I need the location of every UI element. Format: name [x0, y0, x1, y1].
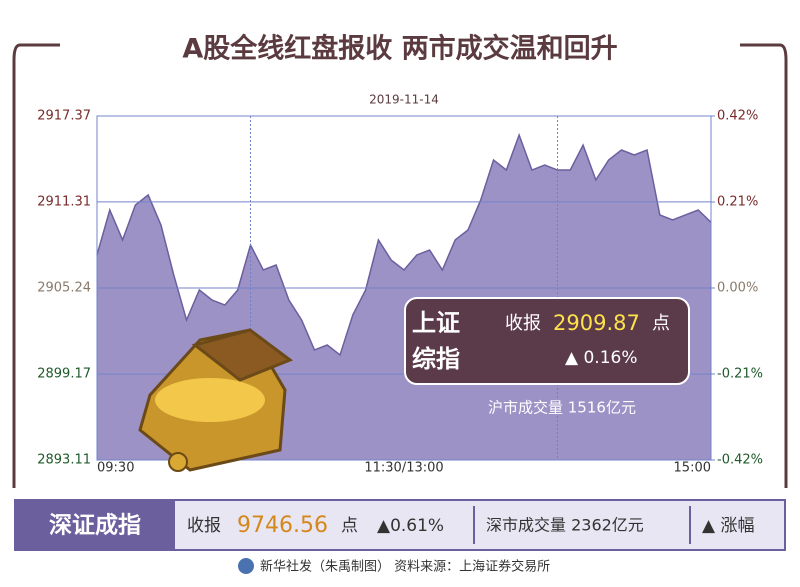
- info-box: 上证 综指 收报 2909.87 点 ▲ 0.16% 沪市成交量 1516亿元: [404, 297, 690, 417]
- footer: 新华社发（朱禹制图） 资料来源：上海证券交易所: [260, 559, 550, 575]
- close-label: 收报: [187, 516, 221, 536]
- index-name: 综指: [412, 345, 460, 373]
- close-value: 2909.87: [553, 311, 640, 335]
- plot-border: [96, 115, 712, 461]
- x-tick-label: 11:30/13:00: [364, 461, 443, 476]
- volume: 深市成交量 2362亿元: [486, 516, 644, 535]
- y2-tick-label: -0.21%: [717, 367, 763, 382]
- close-value: 9746.56: [237, 513, 328, 538]
- chart-title: A股全线红盘报收 两市成交温和回升: [182, 33, 617, 65]
- index-name: 深证成指: [49, 513, 141, 539]
- change: ▲0.61%: [377, 516, 444, 536]
- legend: ▲ 涨幅: [702, 516, 754, 536]
- chart-date: 2019-11-14: [369, 93, 439, 107]
- close-label: 收报: [505, 313, 541, 334]
- y-tick-label: 2899.17: [37, 367, 91, 382]
- volume: 沪市成交量 1516亿元: [488, 399, 636, 417]
- bottom-bar: 深证成指 收报 9746.56 点 ▲0.61% 深市成交量 2362亿元 ▲ …: [14, 499, 786, 551]
- y2-tick-label: 0.21%: [717, 195, 758, 210]
- y-tick-label: 2917.37: [37, 109, 91, 124]
- y2-tick-label: -0.42%: [717, 453, 763, 468]
- x-tick-label: 09:30: [97, 461, 134, 476]
- y-tick-label: 2911.31: [37, 194, 91, 209]
- y-tick-label: 2893.11: [37, 453, 91, 468]
- change: ▲ 0.16%: [565, 348, 637, 368]
- y2-tick-label: 0.42%: [717, 109, 758, 124]
- x-tick-label: 15:00: [674, 461, 711, 476]
- y-tick-label: 2905.24: [37, 281, 91, 296]
- logo: [238, 558, 254, 574]
- frame: [12, 43, 788, 488]
- line: [96, 132, 712, 357]
- index-name: 上证: [412, 309, 460, 337]
- y2-tick-label: 0.00%: [717, 281, 758, 296]
- treasure-chest: [138, 328, 294, 472]
- close-unit: 点: [341, 516, 358, 536]
- close-unit: 点: [652, 313, 670, 334]
